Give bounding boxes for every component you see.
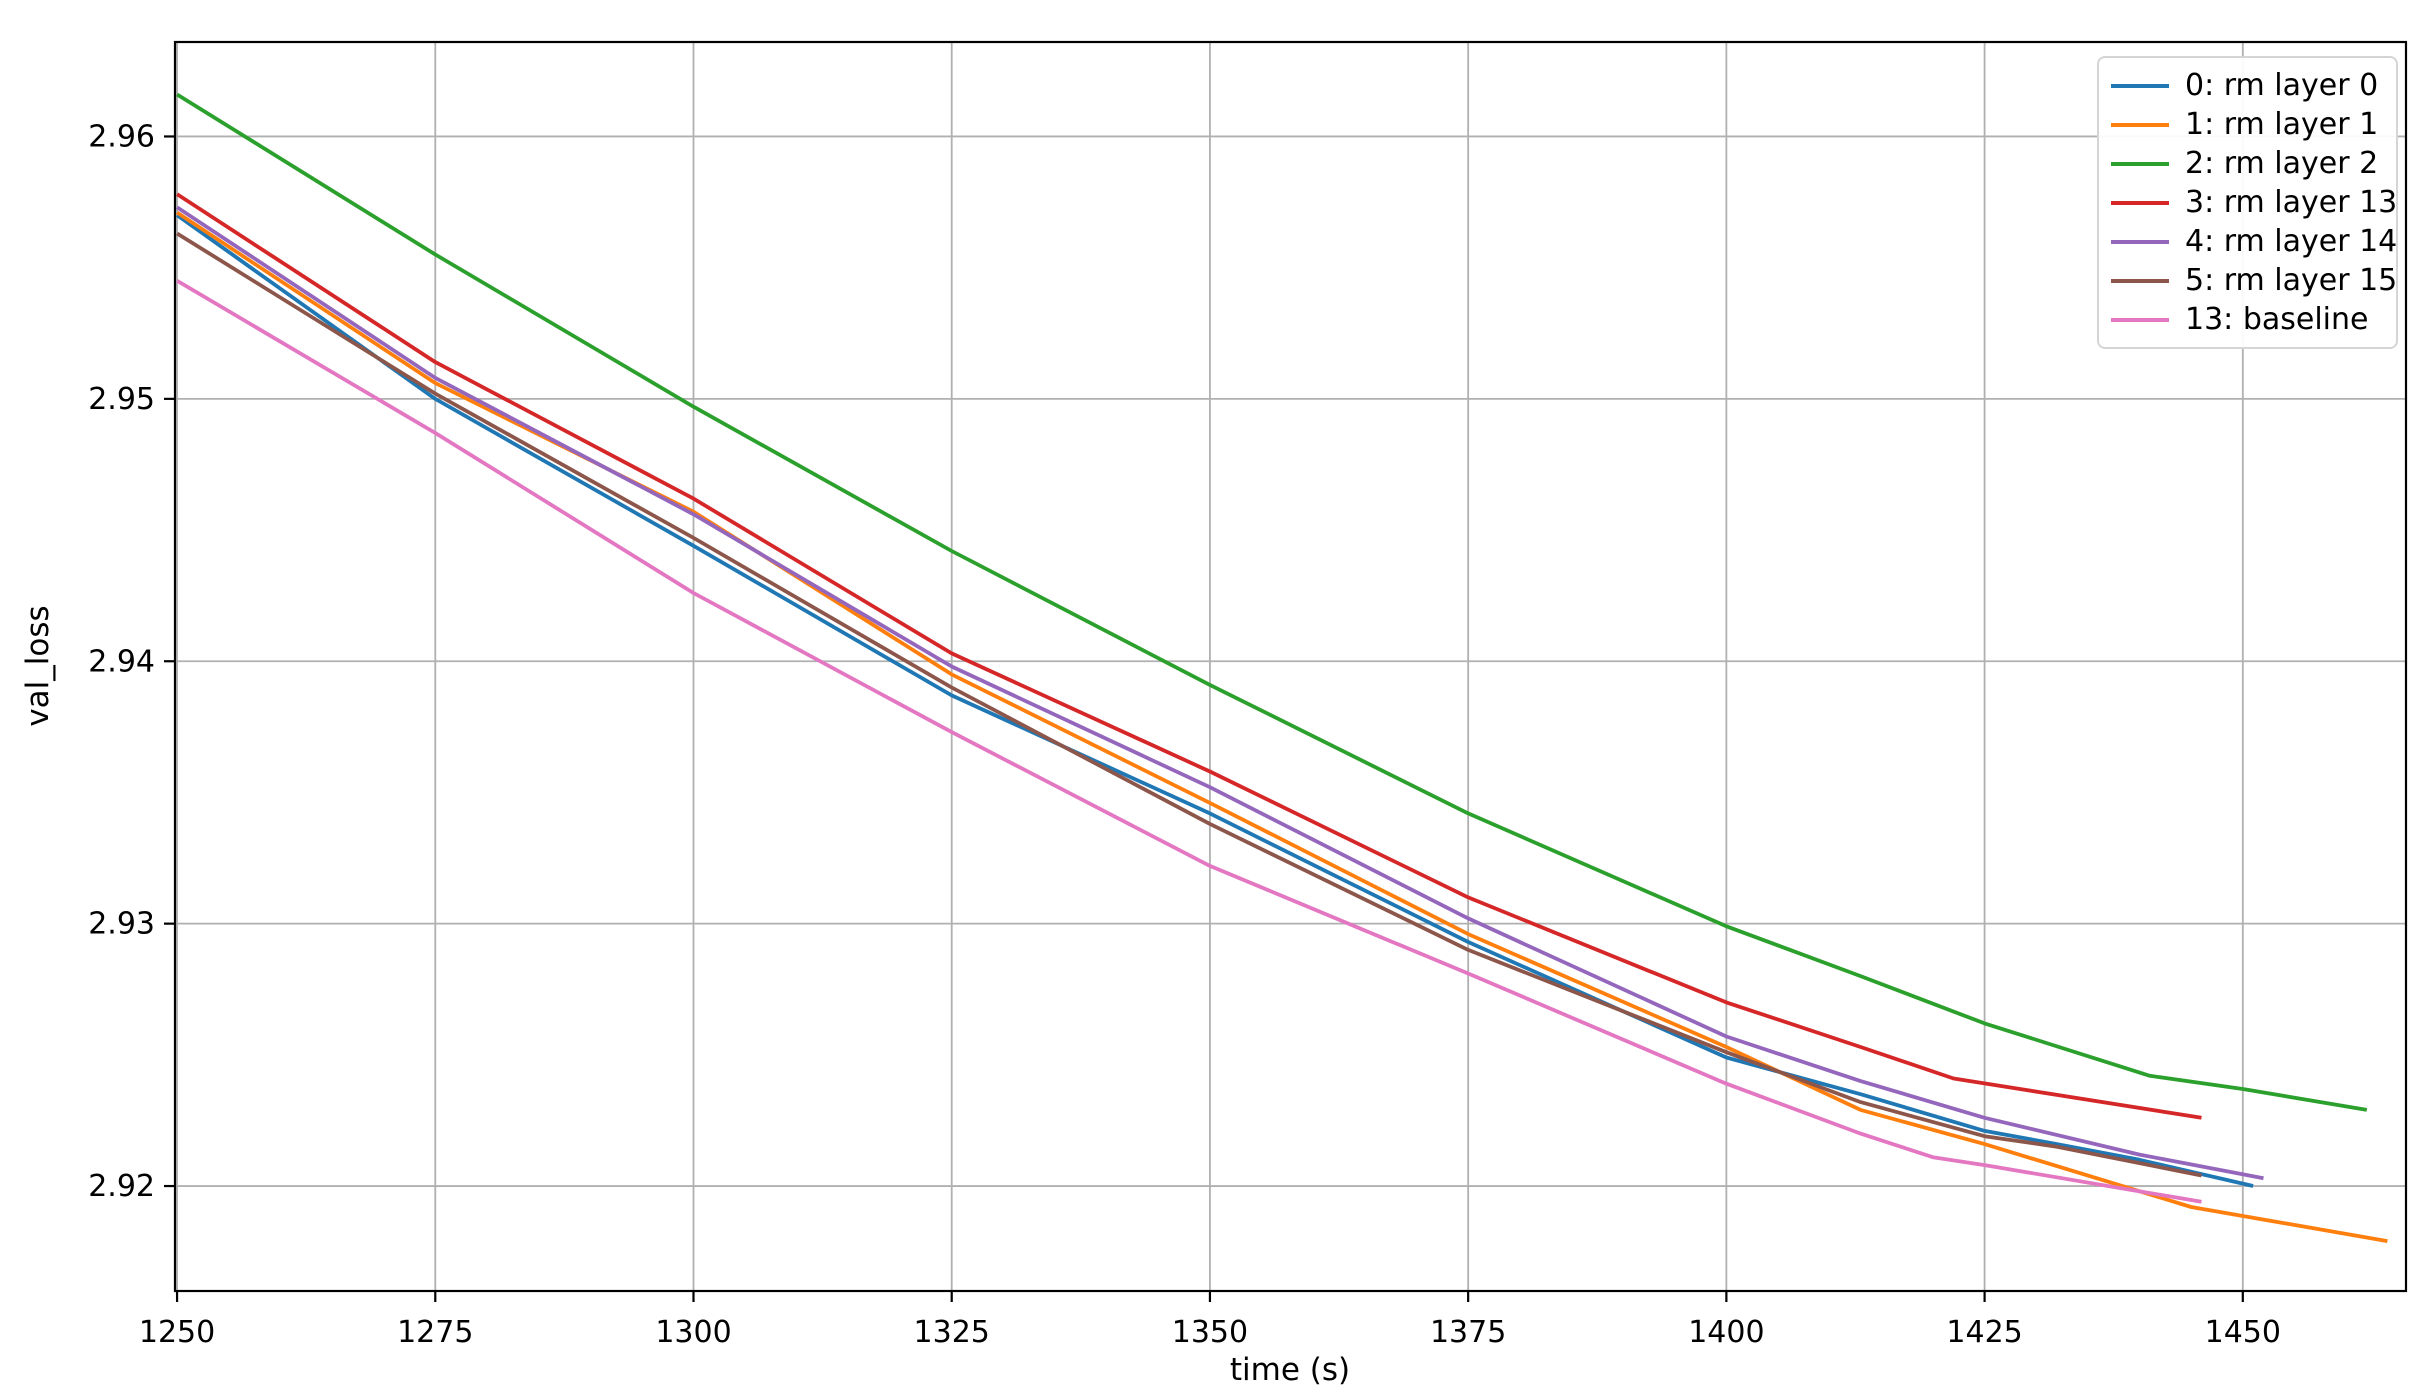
legend-line-swatch (2111, 278, 2169, 283)
series-line-0-rm-layer-0 (175, 213, 2254, 1188)
series-line-3-rm-layer-13 (176, 192, 2202, 1120)
y-axis-title: val_loss (20, 605, 56, 727)
series-line-13-baseline (176, 279, 2202, 1204)
y-tick-label: 2.94 (88, 644, 155, 679)
legend-line-swatch (2111, 161, 2169, 166)
x-tick-label: 1250 (139, 1315, 215, 1350)
y-tick-label: 2.95 (88, 382, 155, 417)
legend-line-swatch (2111, 239, 2169, 244)
x-axis-title: time (s) (1229, 1352, 1351, 1388)
legend-item-2-rm-layer-2: 2: rm layer 2 (2111, 144, 2396, 183)
x-tick-label: 1325 (914, 1315, 990, 1350)
series-line-2-rm-layer-2 (176, 92, 2368, 1112)
legend-label: 2: rm layer 2 (2185, 146, 2379, 181)
legend-item-13-baseline: 13: baseline (2111, 300, 2396, 339)
x-tick-label: 1400 (1688, 1315, 1764, 1350)
y-tick-label: 2.96 (88, 119, 155, 154)
legend-item-3-rm-layer-13: 3: rm layer 13 (2111, 183, 2398, 222)
legend-label: 4: rm layer 14 (2185, 224, 2398, 259)
x-tick-label: 1450 (2205, 1315, 2281, 1350)
legend-line-swatch (2111, 83, 2169, 88)
legend-item-4-rm-layer-14: 4: rm layer 14 (2111, 222, 2398, 261)
y-tick-label: 2.93 (88, 907, 155, 942)
x-tick-label: 1275 (397, 1315, 473, 1350)
series-line-1-rm-layer-1 (176, 211, 2388, 1243)
legend-item-1-rm-layer-1: 1: rm layer 1 (2111, 105, 2396, 144)
x-tick-label: 1350 (1172, 1315, 1248, 1350)
series-line-5-rm-layer-15 (176, 231, 2202, 1178)
legend-item-5-rm-layer-15: 5: rm layer 15 (2111, 261, 2398, 300)
legend-label: 1: rm layer 1 (2185, 107, 2379, 142)
legend-line-swatch (2111, 200, 2169, 205)
legend: 0: rm layer 0 1: rm layer 1 2: rm layer 2 3… (2097, 56, 2398, 349)
legend-label: 3: rm layer 13 (2185, 185, 2398, 220)
series-line-4-rm-layer-14 (176, 205, 2264, 1181)
plot-border (173, 40, 2408, 1293)
x-tick-label: 1425 (1946, 1315, 2022, 1350)
y-tick-label: 2.92 (88, 1169, 155, 1204)
x-tick-label: 1300 (655, 1315, 731, 1350)
legend-line-swatch (2111, 122, 2169, 127)
legend-label: 13: baseline (2185, 302, 2369, 337)
legend-label: 0: rm layer 0 (2185, 68, 2379, 103)
legend-line-swatch (2111, 317, 2169, 322)
legend-item-0-rm-layer-0: 0: rm layer 0 (2111, 66, 2396, 105)
legend-label: 5: rm layer 15 (2185, 263, 2398, 298)
x-tick-label: 1375 (1430, 1315, 1506, 1350)
